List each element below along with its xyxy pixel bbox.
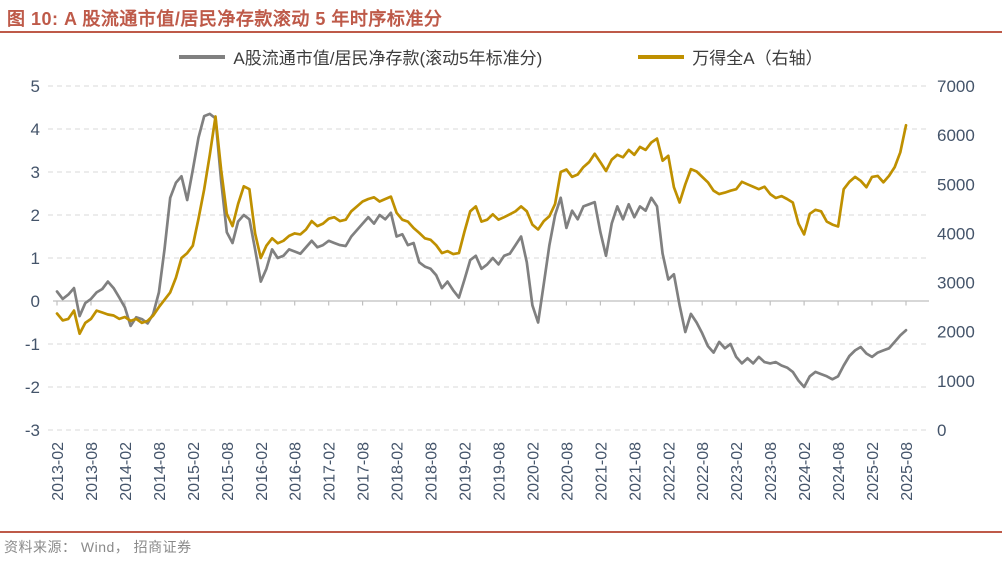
left-axis-tick-label: -3 [25, 421, 40, 440]
x-axis-tick-label: 2020-02 [525, 442, 542, 501]
left-axis-tick-label: 4 [31, 120, 40, 139]
right-axis-tick-label: 1000 [937, 372, 975, 391]
left-axis-tick-label: 3 [31, 163, 40, 182]
legend-label-windallA: 万得全A（右轴） [692, 49, 823, 68]
plot-area: 5 4 3 2 1 0 -1 -2 -3 7000 6000 5000 4000 3000 2000 1000… [25, 77, 975, 501]
x-axis-tick-label: 2013-02 [50, 442, 67, 501]
right-axis-tick-label: 6000 [937, 126, 975, 145]
x-axis-tick-label: 2025-08 [899, 442, 916, 501]
right-axis-tick-label: 0 [937, 421, 946, 440]
x-axis-tick-label: 2014-02 [118, 442, 135, 501]
x-axis-tick-label: 2016-02 [254, 442, 271, 501]
x-axis-tick-label: 2015-02 [186, 442, 203, 501]
x-axis-tick-label: 2022-02 [661, 442, 678, 501]
x-axis-tick-label: 2023-08 [763, 442, 780, 501]
x-axis-tick-label: 2024-08 [831, 442, 848, 501]
wind-all-a-line-series [55, 115, 908, 336]
legend-item-zscore: A股流通市值/居民净存款(滚动5年标准分) [179, 44, 542, 69]
figure-title: 图 10: A 股流通市值/居民净存款滚动 5 年时序标准分 [7, 9, 443, 29]
right-axis-tick-label: 4000 [937, 224, 975, 243]
gray-line-swatch [179, 54, 226, 59]
x-axis-tick-label: 2017-02 [322, 442, 339, 501]
x-axis-tick-label: 2021-02 [593, 442, 610, 501]
x-axis-tick-label: 2021-08 [627, 442, 644, 501]
x-axis-tick-label: 2017-08 [356, 442, 373, 501]
x-axis-tick-label: 2018-08 [424, 442, 441, 501]
x-axis-tick-label: 2018-02 [390, 442, 407, 501]
legend-label-zscore: A股流通市值/居民净存款(滚动5年标准分) [233, 49, 543, 68]
x-axis-tick-label: 2019-02 [458, 442, 475, 501]
x-axis-tick-label: 2020-08 [559, 442, 576, 501]
left-axis-tick-label: -1 [25, 335, 40, 354]
right-axis-tick-label: 3000 [937, 274, 975, 293]
x-axis-tick-label: 2015-08 [220, 442, 237, 501]
zscore-line-series [55, 112, 908, 389]
x-axis-tick-label: 2024-02 [797, 442, 814, 501]
right-axis-tick-label: 5000 [937, 175, 975, 194]
x-axis-tick-label: 2014-08 [152, 442, 169, 501]
chart-legend: A股流通市值/居民净存款(滚动5年标准分) 万得全A（右轴） [0, 44, 1002, 69]
gold-line-swatch [638, 54, 685, 59]
title-divider-rule [0, 31, 1002, 33]
x-axis-tick-label: 2013-08 [84, 442, 101, 501]
x-axis-tick-label: 2019-08 [492, 442, 509, 501]
left-axis-tick-label: -2 [25, 378, 40, 397]
left-axis-tick-label: 5 [31, 77, 40, 96]
x-axis-tick-label: 2022-08 [695, 442, 712, 501]
x-axis-tick-label: 2023-02 [729, 442, 746, 501]
left-axis-tick-label: 0 [31, 292, 40, 311]
left-axis-tick-label: 2 [31, 206, 40, 225]
x-axis-tick-label: 2025-02 [865, 442, 882, 501]
source-note: 资料来源： Wind， 招商证券 [4, 539, 192, 555]
x-axis-tick-label: 2016-08 [288, 442, 305, 501]
left-axis-tick-label: 1 [31, 249, 40, 268]
footer-divider-rule [0, 531, 1002, 533]
right-axis-tick-label: 2000 [937, 323, 975, 342]
right-axis-tick-label: 7000 [937, 77, 975, 96]
legend-item-windallA: 万得全A（右轴） [638, 44, 823, 69]
